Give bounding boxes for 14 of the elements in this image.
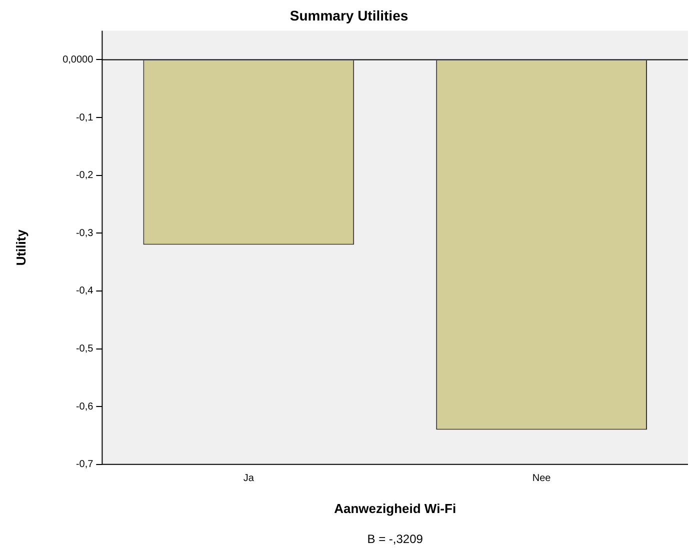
y-tick-label: -0,3: [76, 228, 94, 239]
y-axis-title: Utility: [13, 228, 28, 266]
text: B = -,3209: [367, 532, 424, 546]
y-tick-label: -0,5: [76, 344, 94, 355]
y-tick-label: -0,2: [76, 170, 94, 182]
chart-title: Summary Utilities: [290, 7, 408, 24]
y-tick-label: -0,6: [76, 401, 94, 412]
x-tick-label: Nee: [532, 473, 552, 484]
y-tick-label: 0,0000: [62, 54, 94, 66]
x-axis-title: Aanwezigheid Wi-Fi: [334, 500, 456, 516]
y-tick-label: -0,1: [76, 112, 94, 124]
x-tick-label: Ja: [243, 473, 254, 484]
y-tick-label: -0,4: [76, 286, 94, 297]
y-tick-label: -0,7: [76, 459, 94, 470]
